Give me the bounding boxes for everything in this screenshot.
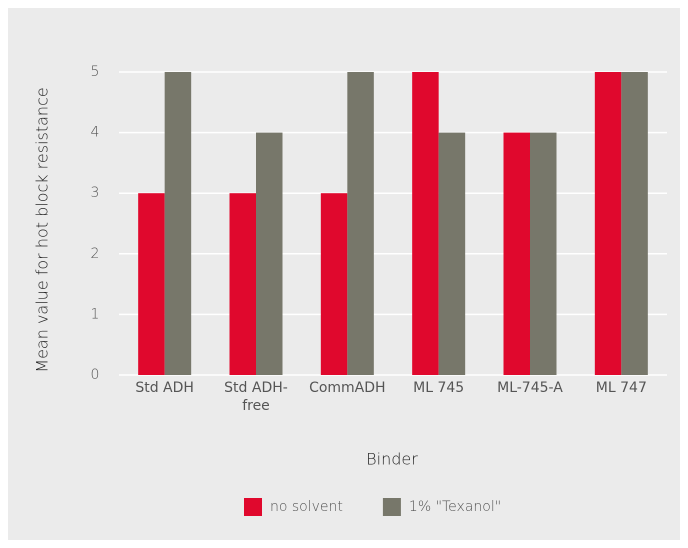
y-tick-label: 4 [91, 125, 100, 141]
bar [621, 72, 648, 375]
legend-label: no solvent [270, 499, 343, 515]
x-tick-container: Std ADH-free [224, 380, 288, 414]
bar [438, 132, 466, 375]
x-tick-container: CommADH [309, 380, 386, 396]
y-tick-label: 0 [91, 367, 100, 383]
y-tick-label: 3 [91, 185, 100, 201]
x-tick-label: Std ADH-free [224, 380, 288, 414]
x-tick-container: ML 747 [595, 380, 647, 396]
bar [320, 193, 348, 375]
x-tick-container: Std ADH [135, 380, 194, 396]
bar [138, 193, 165, 375]
y-axis-label: Mean value for hot block resistance [33, 87, 52, 372]
legend-label: 1% "Texanol" [409, 499, 501, 515]
bar [503, 132, 530, 375]
y-tick-label: 1 [91, 306, 100, 322]
bar [229, 193, 256, 375]
bar [412, 72, 439, 375]
x-tick-container: ML-745-A [497, 380, 563, 396]
bar [256, 132, 283, 375]
legend-swatch [382, 498, 401, 516]
y-tick-label: 5 [91, 64, 100, 80]
bar [594, 72, 622, 375]
x-tick-label: CommADH [309, 380, 386, 396]
bar [530, 132, 557, 375]
y-tick-label: 2 [91, 246, 100, 262]
legend-swatch [244, 498, 262, 516]
x-tick-label: ML 747 [595, 380, 647, 396]
x-tick-label: ML 745 [413, 380, 465, 396]
x-tick-label: ML-745-A [497, 380, 563, 396]
x-tick-label: Std ADH [135, 380, 194, 396]
x-tick-container: ML 745 [413, 380, 465, 396]
bar [164, 72, 192, 375]
x-axis-label: Binder [366, 450, 418, 469]
bar [347, 72, 374, 375]
